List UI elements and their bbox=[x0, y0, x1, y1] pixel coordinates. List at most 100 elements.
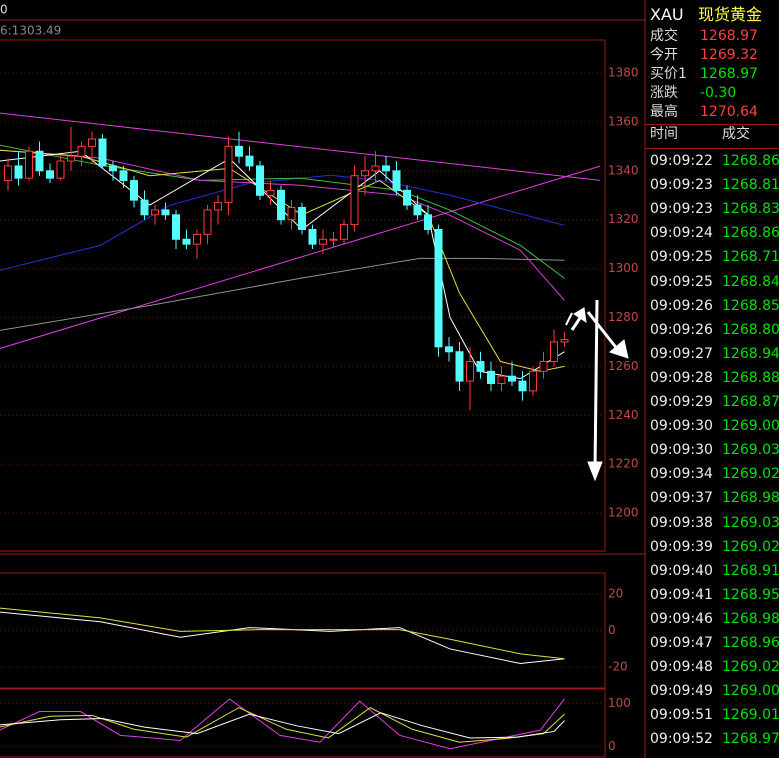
candle-body bbox=[14, 165, 23, 179]
candle-body bbox=[550, 341, 558, 363]
candle-body bbox=[424, 214, 432, 230]
quote-label: 成交 bbox=[650, 28, 678, 44]
trade-price: 1268.80 bbox=[722, 321, 779, 338]
candle-body bbox=[445, 346, 453, 353]
trade-price: 1268.85 bbox=[722, 297, 779, 314]
candle-body bbox=[350, 175, 359, 226]
candle-body bbox=[151, 209, 159, 216]
quote-label: 涨跌 bbox=[650, 85, 678, 101]
y-tick-label: 20 bbox=[608, 586, 623, 600]
trade-time: 09:09:47 bbox=[650, 635, 713, 651]
trade-price: 1268.97 bbox=[722, 731, 779, 748]
candle-body bbox=[371, 165, 380, 172]
y-tick-label: 0 bbox=[608, 739, 616, 753]
trade-time: 09:09:26 bbox=[650, 321, 713, 338]
candle-body bbox=[140, 199, 149, 216]
trade-price: 1268.86 bbox=[722, 153, 779, 169]
trade-price: 1268.98 bbox=[722, 490, 779, 507]
macd-frame bbox=[0, 572, 606, 689]
y-tick-label: 1280 bbox=[608, 310, 639, 324]
trade-price: 1268.88 bbox=[722, 369, 779, 386]
candle-body bbox=[487, 370, 495, 385]
candle-body bbox=[46, 170, 54, 179]
quote-label: 最高 bbox=[650, 104, 678, 120]
trade-price: 1268.96 bbox=[722, 635, 779, 651]
y-tick-label: 1340 bbox=[608, 163, 639, 177]
indicator-line bbox=[0, 257, 565, 331]
trade-time: 09:09:37 bbox=[650, 490, 713, 507]
y-tick-label: 1320 bbox=[608, 212, 639, 226]
indicator-line bbox=[0, 707, 565, 743]
trade-time: 09:09:27 bbox=[650, 345, 713, 362]
candle-body bbox=[287, 206, 296, 221]
quote-value: 1268.97 bbox=[700, 66, 758, 82]
candle-body bbox=[119, 170, 128, 182]
trade-time: 09:09:25 bbox=[650, 273, 713, 290]
trade-time: 09:09:29 bbox=[650, 394, 713, 410]
quote-value: 1269.32 bbox=[700, 47, 758, 63]
quote-label: 买价1 bbox=[650, 66, 687, 82]
trade-time: 09:09:23 bbox=[650, 201, 713, 218]
trade-time: 09:09:26 bbox=[650, 297, 713, 314]
candle-body bbox=[529, 370, 537, 392]
y-tick-label: -20 bbox=[608, 660, 628, 674]
candle-body bbox=[182, 238, 191, 245]
candle-body bbox=[361, 170, 369, 177]
trade-time: 09:09:38 bbox=[650, 514, 713, 531]
trade-price: 1269.03 bbox=[722, 514, 779, 531]
trade-price: 1268.95 bbox=[722, 586, 779, 603]
indicator-line bbox=[0, 607, 565, 660]
candle-body bbox=[382, 165, 390, 172]
y-tick-label: 1300 bbox=[608, 261, 639, 275]
symbol-name: 现货黄金 bbox=[698, 5, 763, 24]
trade-time: 09:09:24 bbox=[650, 225, 713, 242]
candle-body bbox=[413, 204, 422, 216]
candle-body bbox=[434, 228, 443, 348]
quote-value: 1270.64 bbox=[700, 104, 758, 120]
trade-time: 09:09:22 bbox=[650, 153, 713, 169]
trade-time: 09:09:46 bbox=[650, 610, 713, 627]
main-frame bbox=[0, 39, 606, 552]
trade-time: 09:09:30 bbox=[650, 418, 713, 435]
trade-time: 09:09:41 bbox=[650, 586, 713, 603]
indicator-line bbox=[0, 112, 601, 181]
ma-label: 6:1303.49 bbox=[0, 24, 61, 38]
candle-body bbox=[466, 361, 474, 382]
chart: 0 6:1303.49 1200 1220 1240 1260 1280 1300 1320… bbox=[0, 0, 646, 758]
y-tick-label: 100 bbox=[608, 696, 631, 710]
trade-time: 09:09:49 bbox=[650, 683, 713, 700]
trade-price: 1268.84 bbox=[722, 273, 779, 290]
quote-label: 今开 bbox=[650, 47, 678, 63]
indicator-line bbox=[0, 174, 565, 271]
candle-body bbox=[560, 339, 569, 343]
candle-body bbox=[539, 361, 548, 372]
candle-body bbox=[203, 209, 212, 235]
trade-time: 09:09:23 bbox=[650, 177, 713, 194]
candle-body bbox=[308, 228, 317, 245]
trade-price: 1268.98 bbox=[722, 610, 779, 627]
candle-body bbox=[392, 170, 401, 191]
trade-price: 1268.71 bbox=[722, 249, 779, 266]
trade-time: 09:09:30 bbox=[650, 442, 713, 459]
quote-value: 1268.97 bbox=[700, 28, 758, 44]
header-time: 时间 bbox=[650, 126, 678, 142]
indicator-line bbox=[0, 144, 565, 279]
candle-body bbox=[340, 224, 348, 240]
candle-body bbox=[172, 214, 180, 240]
divider bbox=[646, 148, 779, 149]
y-tick-label: 1380 bbox=[608, 66, 639, 80]
symbol: XAU bbox=[650, 5, 684, 24]
candle-body bbox=[455, 351, 464, 382]
trade-price: 1268.83 bbox=[722, 201, 779, 218]
indicator-line bbox=[0, 149, 565, 372]
candle-body bbox=[130, 180, 138, 201]
trade-price: 1269.01 bbox=[722, 707, 779, 724]
trade-time: 09:09:39 bbox=[650, 538, 713, 555]
candle-body bbox=[214, 202, 222, 211]
candle-body bbox=[497, 375, 506, 385]
candle-body bbox=[518, 380, 527, 392]
background bbox=[0, 0, 646, 758]
candle-body bbox=[298, 206, 306, 230]
indicator-line bbox=[0, 165, 601, 349]
